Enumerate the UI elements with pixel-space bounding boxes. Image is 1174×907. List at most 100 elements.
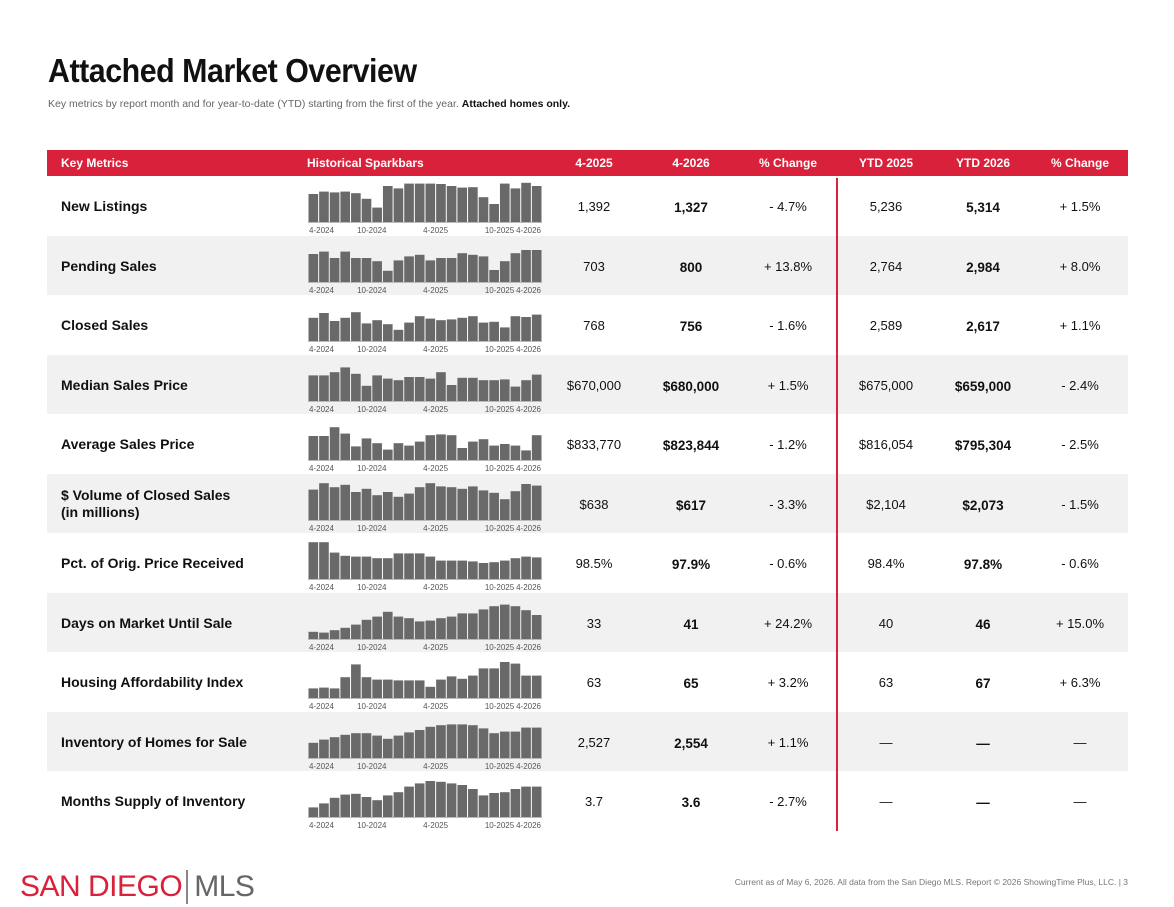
sparkbar <box>329 486 340 520</box>
sparkbar <box>319 313 329 341</box>
value-month-change: - 1.2% <box>769 437 807 452</box>
sparkbar <box>308 374 319 401</box>
sparkbar <box>393 329 404 341</box>
sparkbar <box>425 378 436 401</box>
sparkbar-tick-label: 10-2025 <box>485 345 515 353</box>
sparkbar <box>404 322 414 341</box>
value-ytd-change: + 6.3% <box>1059 675 1101 690</box>
sparkbar <box>489 562 499 579</box>
sparkbar <box>531 675 542 698</box>
value-month-2: 41 <box>683 616 699 632</box>
metric-name-line1: Pct. of Orig. Price Received <box>61 555 244 571</box>
sparkbar <box>531 557 542 579</box>
sparkbar <box>351 257 361 282</box>
sparkbar <box>489 793 499 817</box>
logo-text-left: SAN DIEGO <box>20 870 183 903</box>
sparkbar <box>382 378 393 401</box>
sparkbar <box>351 624 361 639</box>
subtitle-bold: Attached homes only. <box>461 98 571 110</box>
sparkbar-tick-label: 4-2025 <box>423 524 448 532</box>
sparkbar <box>457 488 468 520</box>
sparkbar <box>414 729 425 758</box>
sparkbar-tick-label: 10-2025 <box>485 821 515 829</box>
sparkbar <box>436 434 446 460</box>
table-row: Months Supply of Inventory 4-2024 10-2024 4… <box>47 771 1128 831</box>
sparkbar <box>319 482 329 520</box>
sparkbar <box>521 727 531 758</box>
value-ytd-1: 63 <box>878 675 894 690</box>
sparkbar <box>404 786 414 817</box>
sparkbar <box>521 675 531 698</box>
sparkbar-tick-label: 4-2024 <box>309 405 334 413</box>
sparkbar <box>414 620 425 639</box>
value-month-1: 1,392 <box>577 199 611 214</box>
metric-name-line2: (in millions) <box>61 503 140 520</box>
sparkbar-tick-label: 10-2025 <box>485 226 515 234</box>
value-ytd-1: 98.4% <box>867 556 905 571</box>
sparkbar <box>478 322 489 341</box>
value-ytd-2: 5,314 <box>966 200 1000 215</box>
value-ytd-change: + 1.1% <box>1059 318 1101 333</box>
value-ytd-1: $2,104 <box>866 496 906 512</box>
value-month-1: 768 <box>583 318 605 333</box>
sparkbar <box>319 191 329 222</box>
sparkbar-tick-label: 10-2024 <box>357 762 387 770</box>
sparkbar <box>319 374 329 401</box>
sparkbar <box>340 734 351 758</box>
value-ytd-change: - 0.6% <box>1061 556 1099 571</box>
sparkbar-tick-label: 4-2025 <box>423 702 448 710</box>
sparkbar <box>361 438 372 460</box>
sparkbar <box>404 445 414 460</box>
col-month-2: 4-2026 <box>672 156 710 170</box>
sparkbar <box>372 616 382 639</box>
sparkbar <box>361 732 372 758</box>
sparkbar <box>499 604 510 639</box>
sparkbar <box>499 378 510 401</box>
sparkbar <box>489 492 499 520</box>
sparkbar <box>521 379 531 401</box>
sparkbar <box>478 379 489 401</box>
sparkbar <box>361 619 372 639</box>
sparkbar-tick-label: 4-2026 <box>516 762 541 770</box>
sparkbar <box>446 186 457 222</box>
sparkbar <box>468 675 478 698</box>
metric-name-line1: Days on Market Until Sale <box>61 614 233 631</box>
sparkbar <box>521 556 531 579</box>
sparkbar <box>404 617 414 639</box>
sparkbar <box>319 436 329 460</box>
sparkbar <box>468 724 478 758</box>
sparkbar <box>457 612 468 639</box>
sparkbar <box>510 789 521 817</box>
page-subtitle: Key metrics by report month and for year… <box>48 98 570 110</box>
value-month-2: 97.9% <box>671 557 711 572</box>
value-ytd-1: $675,000 <box>858 377 914 393</box>
sparkbar <box>393 735 404 758</box>
value-ytd-2: $795,304 <box>954 438 1012 453</box>
metric-name-line1: $ Volume of Closed Sales <box>61 486 231 503</box>
sparkbar <box>489 379 499 401</box>
sparkbar-tick-label: 10-2024 <box>357 583 387 591</box>
sparkbar <box>372 735 382 758</box>
metric-name: $ Volume of Closed Sales (in millions) <box>61 487 230 521</box>
table-row: Average Sales Price 4-2024 10-2024 4-2025 10… <box>47 414 1128 474</box>
sparkbar <box>521 317 531 341</box>
sparkbar <box>414 254 425 282</box>
sparkbar <box>382 738 393 758</box>
table-row: Pct. of Orig. Price Received 4-2024 10-202… <box>47 533 1128 593</box>
sparkbar <box>319 251 329 282</box>
table-row: Median Sales Price 4-2024 10-2024 4-2025 10-… <box>47 354 1128 414</box>
value-ytd-change: - 1.5% <box>1061 496 1099 512</box>
page-title: Attached Market Overview <box>48 52 417 89</box>
sparkbar <box>446 384 457 401</box>
sparkbar <box>436 485 446 520</box>
sparkbar <box>393 188 404 222</box>
sparkbar <box>340 366 351 401</box>
value-ytd-2: $659,000 <box>954 378 1012 394</box>
sparkbar-chart: 4-2024 10-2024 4-2025 10-2025 4-2026 <box>308 182 542 234</box>
sparkbar <box>436 560 446 579</box>
sparkbar <box>457 187 468 222</box>
metric-name-line1: Pending Sales <box>61 257 157 274</box>
sparkbar <box>425 318 436 341</box>
value-ytd-2: 2,617 <box>966 319 1000 334</box>
col-ytd-1: YTD 2025 <box>858 156 914 170</box>
